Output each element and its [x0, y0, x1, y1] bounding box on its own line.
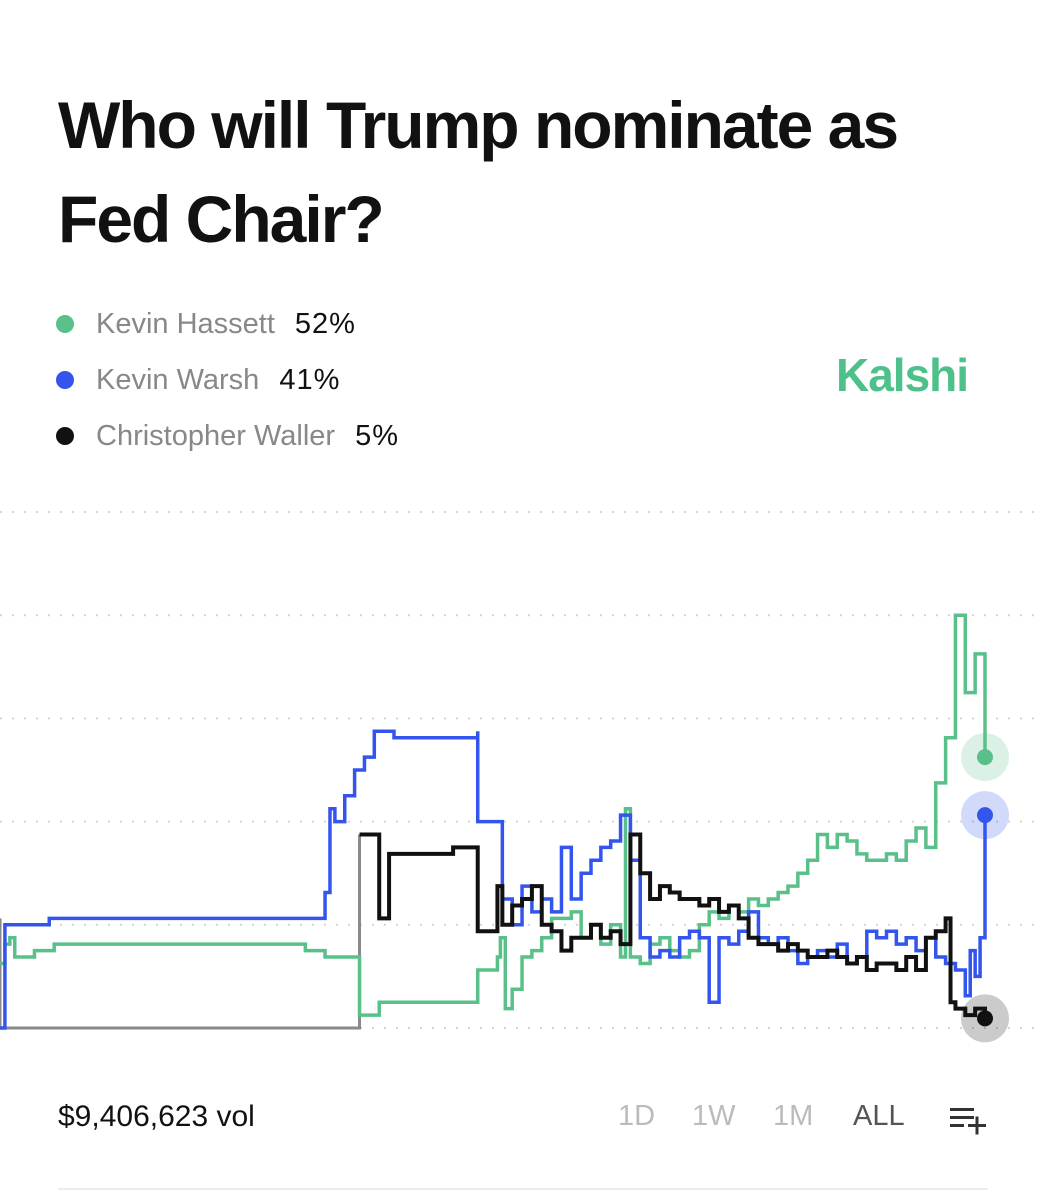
- range-all-button[interactable]: ALL: [853, 1100, 905, 1132]
- baseline-outline: [0, 834, 362, 1030]
- series-line-christopher-waller: [359, 832, 987, 1019]
- playlist-add-icon[interactable]: [948, 1104, 990, 1136]
- volume-label: $9,406,623 vol: [58, 1100, 255, 1133]
- legend-name: Kevin Warsh: [96, 363, 260, 396]
- series-line-kevin-hassett: [0, 613, 987, 1017]
- endpoint-dot: [977, 749, 993, 766]
- waller-dot-icon: [56, 427, 74, 445]
- price-chart[interactable]: [0, 490, 1043, 1050]
- endpoint-dot: [977, 1010, 993, 1027]
- legend-name: Kevin Hassett: [96, 307, 275, 340]
- legend-name: Christopher Waller: [96, 419, 336, 452]
- warsh-dot-icon: [56, 371, 74, 389]
- legend-item-hassett: Kevin Hassett 52%: [56, 296, 399, 352]
- chart-legend: Kevin Hassett 52% Kevin Warsh 41% Christ…: [56, 296, 399, 464]
- divider: [58, 1188, 988, 1190]
- range-1w-button[interactable]: 1W: [692, 1100, 736, 1132]
- legend-value: 41%: [279, 363, 341, 396]
- legend-value: 5%: [355, 419, 399, 452]
- endpoint-dot: [977, 807, 993, 824]
- series-line-kevin-warsh: [0, 729, 987, 1030]
- legend-item-waller: Christopher Waller 5%: [56, 408, 399, 464]
- hassett-dot-icon: [56, 315, 74, 333]
- legend-item-warsh: Kevin Warsh 41%: [56, 352, 399, 408]
- kalshi-logo: Kalshi: [836, 349, 969, 401]
- chart-footer: $9,406,623 vol 1D 1W 1M ALL: [0, 1090, 1043, 1150]
- range-1d-button[interactable]: 1D: [618, 1100, 656, 1132]
- range-1m-button[interactable]: 1M: [773, 1100, 814, 1132]
- legend-value: 52%: [294, 307, 356, 340]
- page-title: Who will Trump nominate as Fed Chair?: [58, 88, 899, 256]
